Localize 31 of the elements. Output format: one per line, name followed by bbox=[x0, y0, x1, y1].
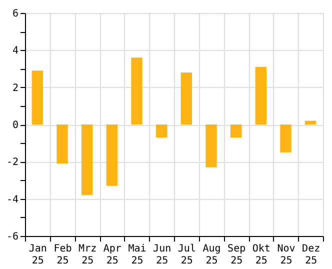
bar bbox=[131, 58, 142, 124]
x-tick-label: Okt 25 bbox=[252, 244, 270, 266]
bar bbox=[255, 66, 267, 124]
bar bbox=[280, 124, 292, 152]
x-tick-label: Feb 25 bbox=[54, 244, 72, 266]
bar bbox=[81, 124, 93, 196]
y-tick-label: -2 bbox=[6, 157, 18, 168]
y-tick-label: -4 bbox=[6, 194, 18, 206]
y-tick-label: -6 bbox=[6, 232, 18, 242]
y-tick-label: 2 bbox=[12, 82, 18, 94]
bar bbox=[230, 124, 242, 138]
bar bbox=[56, 124, 68, 164]
x-tick-label: Apr 25 bbox=[103, 244, 122, 266]
bar bbox=[206, 124, 217, 168]
bar bbox=[180, 72, 192, 124]
y-tick-label: 0 bbox=[12, 120, 18, 131]
x-tick-label: Jan 25 bbox=[28, 244, 47, 266]
bar bbox=[156, 124, 168, 138]
bar bbox=[106, 124, 118, 186]
x-tick-label: Mrz 25 bbox=[78, 244, 97, 266]
x-tick-label: Jul 25 bbox=[178, 244, 196, 266]
y-tick-label: 6 bbox=[12, 8, 18, 20]
x-tick-label: Nov 25 bbox=[277, 244, 296, 266]
x-tick-label: Aug 25 bbox=[202, 244, 221, 266]
bar bbox=[32, 70, 44, 124]
x-tick-label: Mai 25 bbox=[128, 244, 146, 266]
bar bbox=[304, 120, 316, 124]
y-tick-label: 4 bbox=[12, 46, 18, 57]
x-tick-label: Sep 25 bbox=[228, 244, 246, 266]
x-tick-label: Jun 25 bbox=[153, 244, 172, 266]
x-tick-label: Dez 25 bbox=[302, 244, 320, 266]
